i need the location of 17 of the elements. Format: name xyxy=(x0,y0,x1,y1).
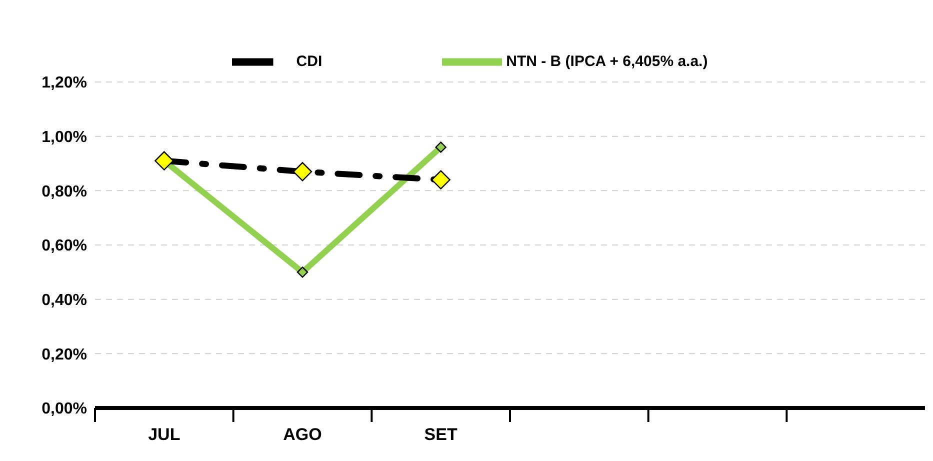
x-tick-label: JUL xyxy=(148,425,180,444)
point xyxy=(296,266,308,278)
x-tick-label: AGO xyxy=(283,425,322,444)
y-tick-label: 0,00% xyxy=(42,400,87,418)
legend-label: CDI xyxy=(296,52,322,70)
point xyxy=(431,170,450,190)
y-tick-label: 1,20% xyxy=(42,74,87,92)
y-tick-label: 1,00% xyxy=(42,129,87,146)
y-tick-label: 0,20% xyxy=(42,346,87,364)
x-tick-label: SET xyxy=(424,425,458,444)
point xyxy=(154,151,174,170)
point xyxy=(435,142,446,153)
point xyxy=(292,162,312,182)
y-tick-label: 0,60% xyxy=(42,238,87,255)
y-tick-label: 0,40% xyxy=(42,292,87,310)
legend-label: NTN - B (IPCA + 6,405% a.a.) xyxy=(506,52,708,70)
y-tick-label: 0,80% xyxy=(42,183,87,200)
